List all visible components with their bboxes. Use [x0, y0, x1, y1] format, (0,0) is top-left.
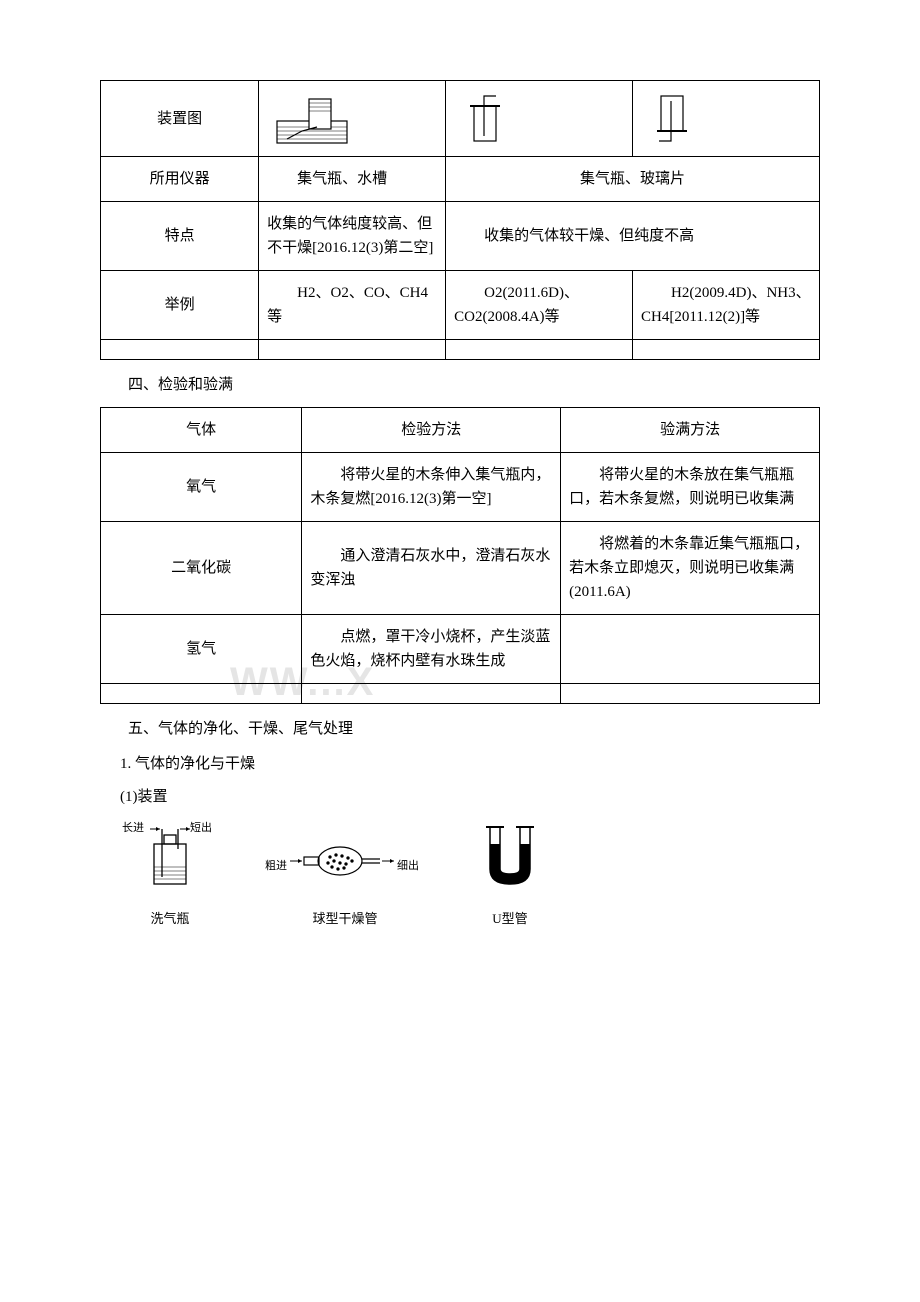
apparatus-label-1: 洗气瓶	[150, 908, 189, 927]
table-row: 所用仪器 集气瓶、水槽 集气瓶、玻璃片	[101, 157, 820, 202]
svg-text:细出: 细出	[397, 858, 419, 872]
drying-tube-icon: 粗进 细出	[260, 819, 430, 904]
empty-cell	[259, 340, 446, 360]
apparatus-row: 长进 短出 洗气瓶 粗进	[120, 819, 820, 927]
table-row: 气体 检验方法 验满方法	[101, 408, 820, 453]
empty-cell	[561, 684, 820, 704]
apparatus-label-3: U型管	[492, 908, 527, 927]
instruments-cell-23: 集气瓶、玻璃片	[446, 157, 820, 202]
features-cell-23: 收集的气体较干燥、但纯度不高	[446, 202, 820, 271]
empty-cell	[101, 340, 259, 360]
row-label-examples: 举例	[101, 271, 259, 340]
features-cell-1: 收集的气体纯度较高、但不干燥[2016.12(3)第二空]	[259, 202, 446, 271]
co2-full: 将燃着的木条靠近集气瓶瓶口，若木条立即熄灭，则说明已收集满(2011.6A)	[561, 522, 820, 615]
row-label-diagram: 装置图	[101, 81, 259, 157]
wash-bottle-icon: 长进 短出	[120, 819, 220, 904]
row-label-instruments: 所用仪器	[101, 157, 259, 202]
instruments-cell-1: 集气瓶、水槽	[259, 157, 446, 202]
gas-test-table: 气体 检验方法 验满方法 氧气 将带火星的木条伸入集气瓶内，木条复燃[2016.…	[100, 407, 820, 704]
apparatus-label-2: 球型干燥管	[312, 908, 377, 927]
section4-heading: 四、检验和验满	[128, 372, 820, 399]
diagram-cell-3	[633, 81, 820, 157]
svg-text:粗进: 粗进	[265, 859, 287, 872]
table-row: 装置图	[101, 81, 820, 157]
empty-cell	[302, 684, 561, 704]
section5-sub2: (1)装置	[120, 784, 820, 811]
header-full: 验满方法	[561, 408, 820, 453]
examples-cell-3: H2(2009.4D)、NH3、CH4[2011.12(2)]等	[633, 271, 820, 340]
diagram-cell-2	[446, 81, 633, 157]
empty-cell	[446, 340, 633, 360]
h2-test: 点燃，罩干冷小烧杯，产生淡蓝色火焰，烧杯内壁有水珠生成	[302, 615, 561, 684]
row-label-features: 特点	[101, 202, 259, 271]
table-row: 特点 收集的气体纯度较高、但不干燥[2016.12(3)第二空] 收集的气体较干…	[101, 202, 820, 271]
table-row: 举例 H2、O2、CO、CH4等 O2(2011.6D)、CO2(2008.4A…	[101, 271, 820, 340]
diagram-cell-1	[259, 81, 446, 157]
apparatus-item-drying-tube: 粗进 细出 球型干燥管	[260, 819, 430, 927]
upward-bottle-icon	[454, 91, 514, 146]
oxygen-test: 将带火星的木条伸入集气瓶内，木条复燃[2016.12(3)第一空]	[302, 453, 561, 522]
empty-cell	[101, 684, 302, 704]
apparatus-item-u-tube: U型管	[470, 819, 550, 927]
header-test: 检验方法	[302, 408, 561, 453]
header-gas: 气体	[101, 408, 302, 453]
examples-cell-1: H2、O2、CO、CH4等	[259, 271, 446, 340]
table-row: 二氧化碳 通入澄清石灰水中，澄清石灰水变浑浊 将燃着的木条靠近集气瓶瓶口，若木条…	[101, 522, 820, 615]
co2-label: 二氧化碳	[101, 522, 302, 615]
section5-heading: 五、气体的净化、干燥、尾气处理	[128, 716, 820, 743]
co2-test: 通入澄清石灰水中，澄清石灰水变浑浊	[302, 522, 561, 615]
section5-sub1: 1. 气体的净化与干燥	[120, 751, 820, 778]
apparatus-item-wash-bottle: 长进 短出 洗气瓶	[120, 819, 220, 927]
empty-cell	[633, 340, 820, 360]
u-tube-icon	[470, 819, 550, 904]
h2-full	[561, 615, 820, 684]
table-row: 氢气 点燃，罩干冷小烧杯，产生淡蓝色火焰，烧杯内壁有水珠生成	[101, 615, 820, 684]
oxygen-full: 将带火星的木条放在集气瓶瓶口，若木条复燃，则说明已收集满	[561, 453, 820, 522]
examples-cell-2: O2(2011.6D)、CO2(2008.4A)等	[446, 271, 633, 340]
h2-label: 氢气	[101, 615, 302, 684]
table-row: 氧气 将带火星的木条伸入集气瓶内，木条复燃[2016.12(3)第一空] 将带火…	[101, 453, 820, 522]
oxygen-label: 氧气	[101, 453, 302, 522]
svg-text:短出: 短出	[190, 820, 212, 834]
svg-text:长进: 长进	[122, 821, 144, 834]
table-row	[101, 684, 820, 704]
downward-bottle-icon	[641, 91, 701, 146]
water-trough-icon	[267, 91, 357, 146]
table-row	[101, 340, 820, 360]
gas-collection-table: 装置图	[100, 80, 820, 360]
